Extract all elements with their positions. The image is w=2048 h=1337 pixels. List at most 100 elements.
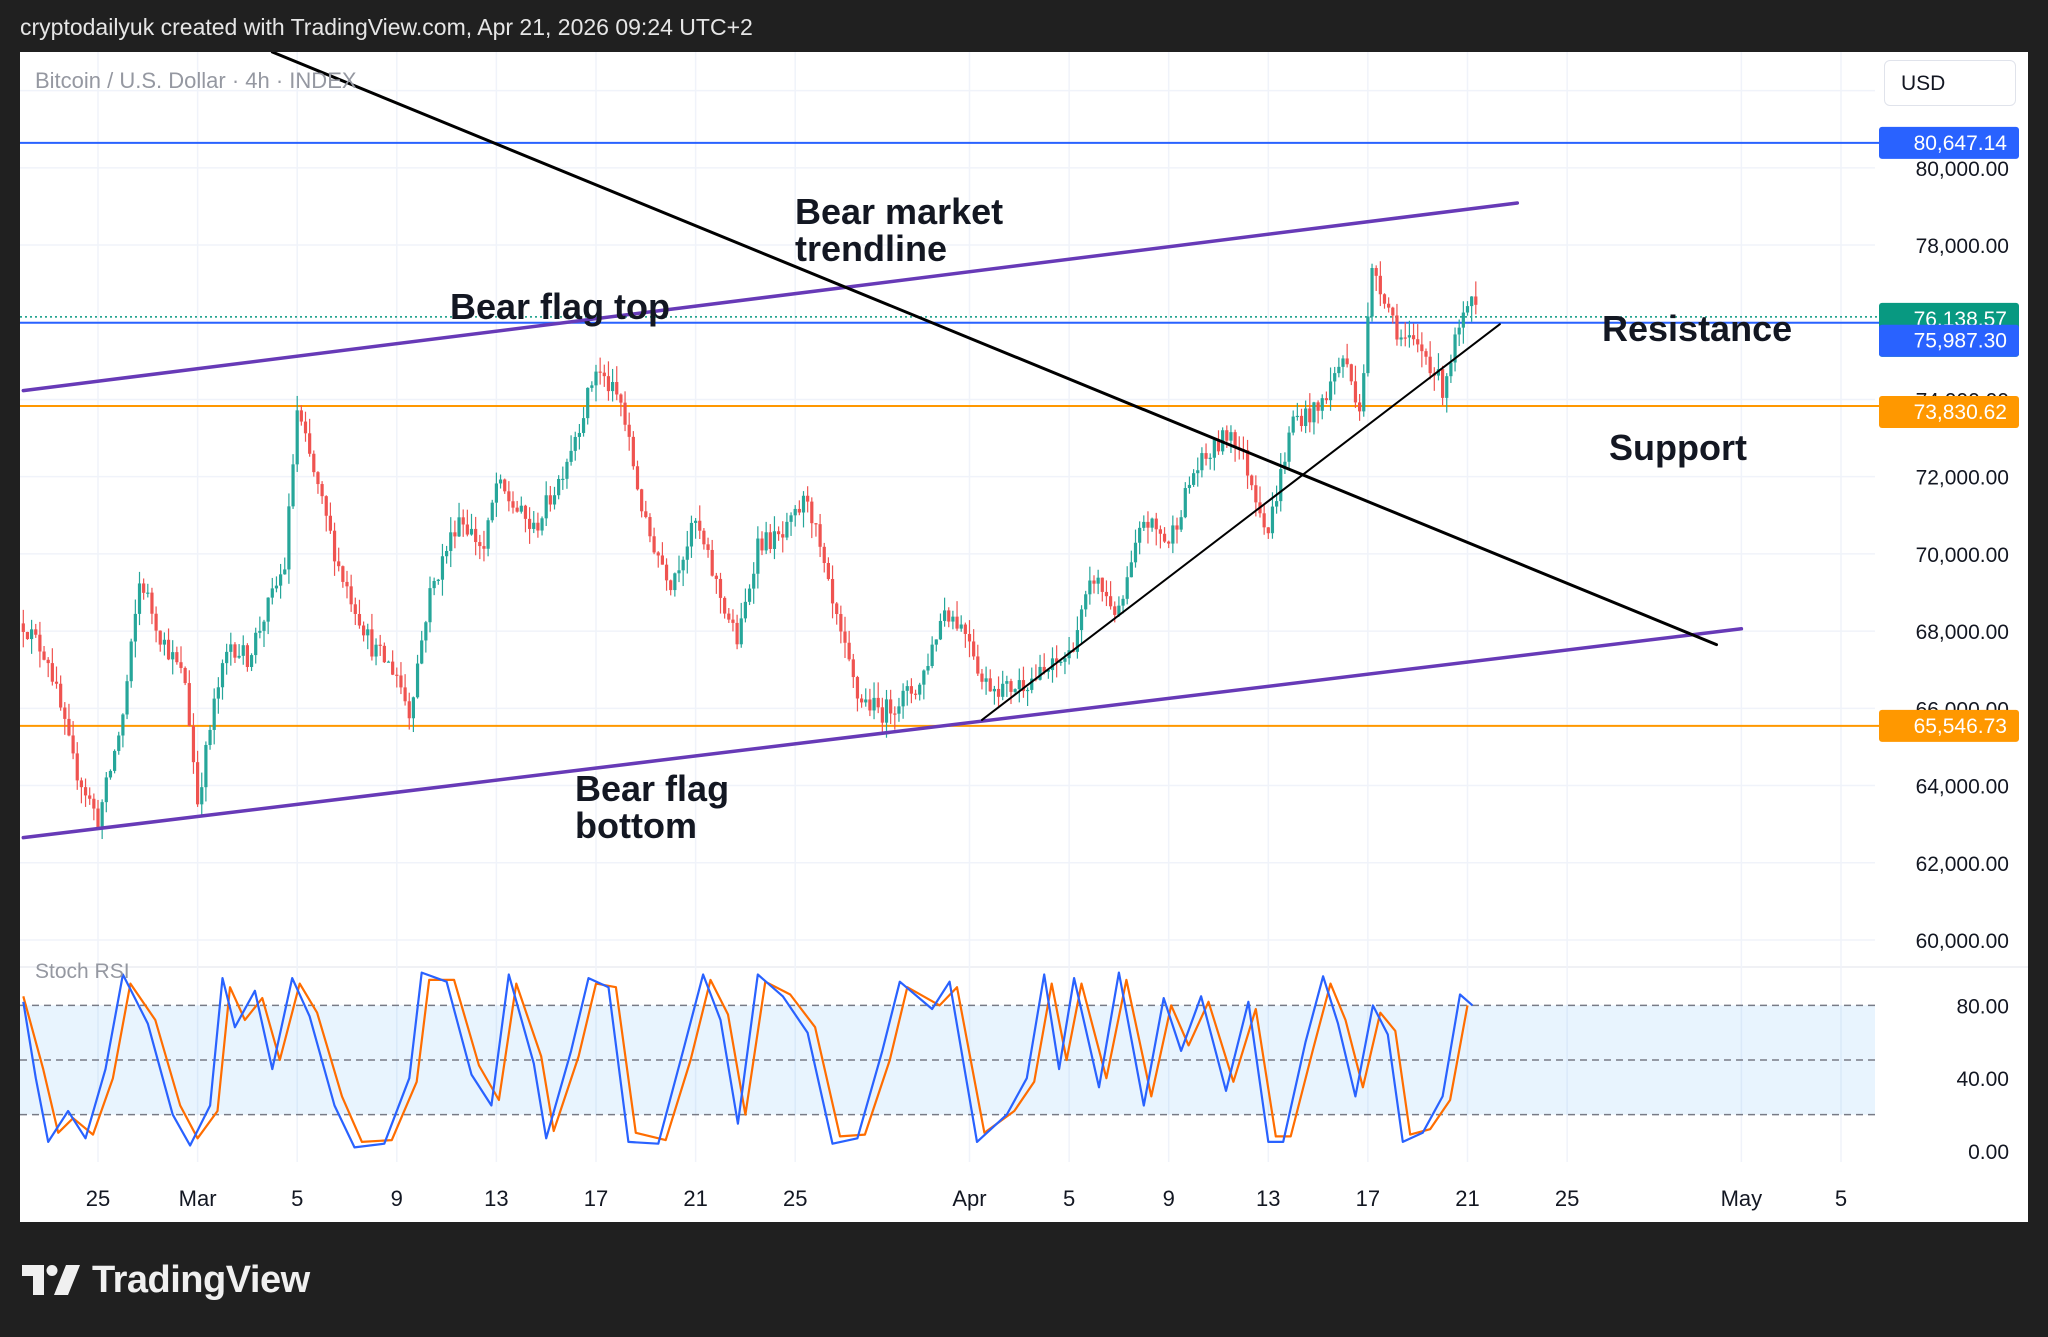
candle-body bbox=[1183, 488, 1187, 518]
candle-body bbox=[677, 570, 681, 574]
trendline-bear-market-trendline bbox=[270, 52, 1718, 647]
price-badge-label: 80,647.14 bbox=[1914, 132, 2008, 155]
candle-body bbox=[1050, 658, 1055, 671]
symbol-title: Bitcoin / U.S. Dollar · 4h · INDEX bbox=[35, 68, 357, 93]
candle-body bbox=[461, 517, 465, 525]
candle-body bbox=[793, 508, 797, 516]
candle-body bbox=[876, 697, 880, 708]
candle-body bbox=[781, 534, 785, 538]
tradingview-brand-text: TradingView bbox=[92, 1258, 310, 1301]
candle-body bbox=[183, 667, 187, 684]
candle-body bbox=[818, 524, 822, 547]
candle-body bbox=[1316, 402, 1320, 411]
candle-body bbox=[581, 418, 586, 433]
candle-body bbox=[1013, 689, 1017, 692]
candle-body bbox=[984, 678, 988, 682]
candle-body bbox=[963, 624, 967, 634]
candle-body bbox=[357, 614, 362, 626]
candle-body bbox=[113, 750, 117, 771]
candle-body bbox=[233, 644, 237, 658]
candle-body bbox=[274, 585, 279, 589]
candle-body bbox=[660, 555, 664, 565]
candle-body bbox=[822, 546, 826, 563]
candle-body bbox=[656, 552, 660, 556]
candle-body bbox=[249, 655, 254, 667]
candle-body bbox=[1059, 661, 1063, 664]
candle-body bbox=[486, 520, 490, 549]
candle-body bbox=[378, 644, 382, 646]
candle-body bbox=[826, 562, 830, 580]
candle-body bbox=[1079, 609, 1084, 631]
x-axis-tick-label: 17 bbox=[584, 1186, 608, 1211]
candle-body bbox=[1233, 432, 1237, 448]
candle-body bbox=[810, 501, 814, 524]
candle-body bbox=[785, 521, 789, 538]
candle-body bbox=[241, 645, 245, 656]
candle-body bbox=[457, 517, 461, 537]
candle-body bbox=[1287, 432, 1291, 462]
candle-body bbox=[21, 623, 25, 632]
candle-body bbox=[30, 629, 34, 640]
candle-body bbox=[565, 461, 569, 479]
candle-body bbox=[1453, 334, 1457, 363]
candle-body bbox=[498, 479, 503, 484]
candle-body bbox=[1187, 484, 1192, 489]
candle-body bbox=[1461, 312, 1465, 328]
y-axis-tick-label: 60,000.00 bbox=[1916, 930, 2009, 953]
x-axis-tick-label: 25 bbox=[86, 1186, 110, 1211]
candle-body bbox=[1457, 327, 1461, 335]
annotation-support: Support bbox=[1609, 427, 1747, 468]
candle-body bbox=[756, 538, 760, 574]
candle-body bbox=[523, 505, 528, 519]
x-axis-tick-label: 13 bbox=[1256, 1186, 1280, 1211]
candle-body bbox=[598, 371, 602, 373]
candle-body bbox=[1125, 577, 1129, 599]
candle-body bbox=[1449, 362, 1453, 377]
candle-body bbox=[673, 573, 677, 591]
candle-body bbox=[337, 561, 341, 567]
candle-body bbox=[511, 501, 515, 508]
candle-body bbox=[349, 586, 353, 605]
candle-body bbox=[731, 619, 735, 623]
candle-body bbox=[1075, 630, 1079, 652]
chart-frame[interactable]: 82,000.0080,000.0078,000.0076,000.0074,0… bbox=[20, 52, 2028, 1222]
candle-body bbox=[1270, 506, 1275, 534]
candle-body bbox=[1146, 521, 1150, 528]
candle-body bbox=[934, 639, 938, 645]
candle-body bbox=[291, 464, 295, 507]
candle-body bbox=[129, 641, 133, 682]
chart-canvas[interactable]: 82,000.0080,000.0078,000.0076,000.0074,0… bbox=[20, 52, 2028, 1222]
candle-body bbox=[1009, 681, 1013, 692]
candle-body bbox=[449, 532, 453, 551]
candle-body bbox=[341, 566, 345, 582]
candle-body bbox=[872, 697, 876, 711]
candle-body bbox=[100, 802, 104, 829]
candle-body bbox=[1266, 527, 1270, 534]
candle-body bbox=[972, 641, 976, 657]
candle-body bbox=[88, 795, 92, 799]
candle-body bbox=[166, 639, 171, 660]
candle-body bbox=[922, 670, 926, 685]
candle-body bbox=[237, 655, 241, 658]
candle-body bbox=[154, 613, 158, 631]
candle-body bbox=[996, 688, 1001, 697]
candle-body bbox=[424, 622, 428, 641]
candle-body bbox=[918, 684, 922, 695]
candle-body bbox=[1167, 541, 1171, 544]
candle-body bbox=[295, 410, 299, 465]
candle-body bbox=[752, 573, 756, 589]
candle-body bbox=[415, 663, 420, 698]
candle-body bbox=[930, 644, 934, 667]
currency-selector[interactable]: USD bbox=[1884, 60, 2016, 106]
candle-body bbox=[577, 432, 581, 437]
candle-body bbox=[548, 495, 552, 505]
candle-body bbox=[1192, 473, 1196, 485]
candle-body bbox=[814, 523, 818, 525]
candle-body bbox=[212, 698, 216, 730]
x-axis-tick-label: May bbox=[1721, 1186, 1763, 1211]
candle-body bbox=[146, 592, 150, 594]
candle-body bbox=[303, 421, 308, 434]
grid bbox=[20, 52, 2028, 1162]
candle-body bbox=[723, 597, 727, 614]
candle-body bbox=[125, 681, 129, 715]
